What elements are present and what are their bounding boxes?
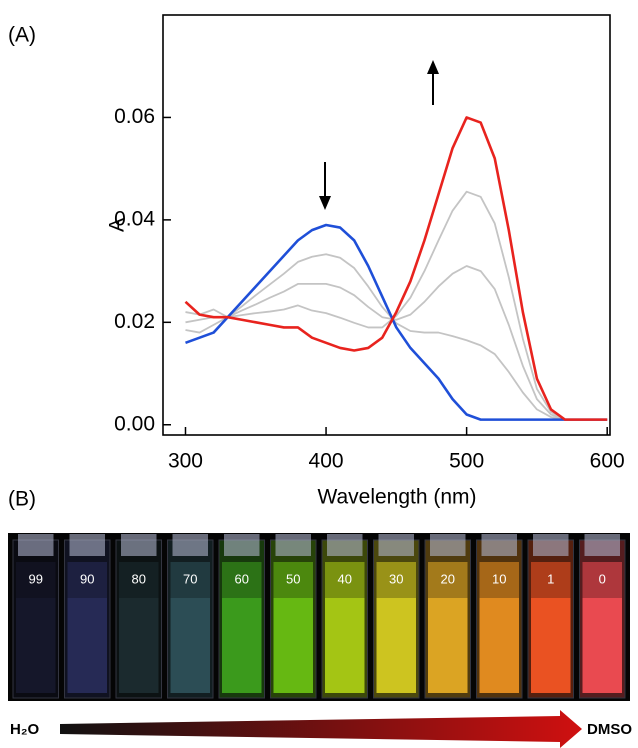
- x-tick-label: 400: [309, 450, 344, 473]
- x-tick-label: 500: [449, 450, 484, 473]
- cuvette-upper: [222, 562, 262, 598]
- y-tick-label: 0.04: [114, 207, 155, 230]
- cuvette-cap: [172, 534, 208, 556]
- cuvette-upper: [376, 562, 416, 598]
- cuvette-upper: [325, 562, 365, 598]
- arrow-down: [319, 162, 331, 210]
- cuvette-liquid: [531, 598, 571, 693]
- cuvette-label: 60: [235, 571, 249, 586]
- plot-frame: [162, 14, 611, 436]
- data-line: [185, 265, 608, 421]
- data-line: [185, 253, 608, 421]
- x-tick-label: 600: [590, 450, 625, 473]
- cuvette-cap: [275, 534, 311, 556]
- cuvette-cap: [481, 534, 517, 556]
- cuvette-label: 30: [389, 571, 403, 586]
- cuvette-liquid: [582, 598, 622, 693]
- cuvette-upper: [531, 562, 571, 598]
- cuvette-liquid: [376, 598, 416, 693]
- cuvette-liquid: [67, 598, 107, 693]
- cuvette-upper: [119, 562, 159, 598]
- y-tick-label: 0.06: [114, 105, 155, 128]
- data-line: [185, 223, 608, 421]
- cuvette-label: 80: [132, 571, 146, 586]
- x-tick-label: 300: [168, 450, 203, 473]
- cuvette-cap: [18, 534, 54, 556]
- cuvette-upper: [273, 562, 313, 598]
- cuvette-cap: [327, 534, 363, 556]
- cuvette-label: 99: [29, 571, 43, 586]
- panel-label: (B): [8, 488, 36, 511]
- cuvette-label: 20: [441, 571, 455, 586]
- cuvette-liquid: [428, 598, 468, 693]
- cuvette-liquid: [170, 598, 210, 693]
- cuvette-cap: [584, 534, 620, 556]
- solvent-label: H₂O: [10, 721, 39, 738]
- cuvette-label: 0: [599, 571, 606, 586]
- cuvette-upper: [582, 562, 622, 598]
- cuvette-liquid: [16, 598, 56, 693]
- cuvette-cap: [533, 534, 569, 556]
- cuvette-label: 50: [286, 571, 300, 586]
- cuvette-label: 1: [547, 571, 554, 586]
- panel-label: (A): [8, 24, 36, 47]
- cuvette-cap: [121, 534, 157, 556]
- data-line: [184, 116, 608, 421]
- data-line: [185, 190, 608, 421]
- cuvette-label: 90: [80, 571, 94, 586]
- cuvette-upper: [67, 562, 107, 598]
- cuvette-upper: [428, 562, 468, 598]
- cuvette-cap: [430, 534, 466, 556]
- x-axis-label: Wavelength (nm): [317, 486, 476, 509]
- arrow-up: [427, 60, 439, 105]
- cuvette-label: 10: [492, 571, 506, 586]
- cuvette-upper: [170, 562, 210, 598]
- cuvette-liquid: [479, 598, 519, 693]
- photo-background: [8, 533, 630, 701]
- cuvette-cap: [378, 534, 414, 556]
- cuvette-liquid: [325, 598, 365, 693]
- cuvette-cap: [224, 534, 260, 556]
- solvent-label: DMSO: [587, 721, 632, 738]
- cuvette-cap: [69, 534, 105, 556]
- y-axis-label: A: [106, 218, 129, 232]
- cuvette-label: 70: [183, 571, 197, 586]
- cuvette-liquid: [273, 598, 313, 693]
- cuvette-label: 40: [338, 571, 352, 586]
- gradient-arrow: [60, 710, 582, 748]
- cuvette-upper: [479, 562, 519, 598]
- cuvette-liquid: [222, 598, 262, 693]
- y-tick-label: 0.00: [114, 412, 155, 435]
- cuvette-liquid: [119, 598, 159, 693]
- cuvette-upper: [16, 562, 56, 598]
- y-tick-label: 0.02: [114, 310, 155, 333]
